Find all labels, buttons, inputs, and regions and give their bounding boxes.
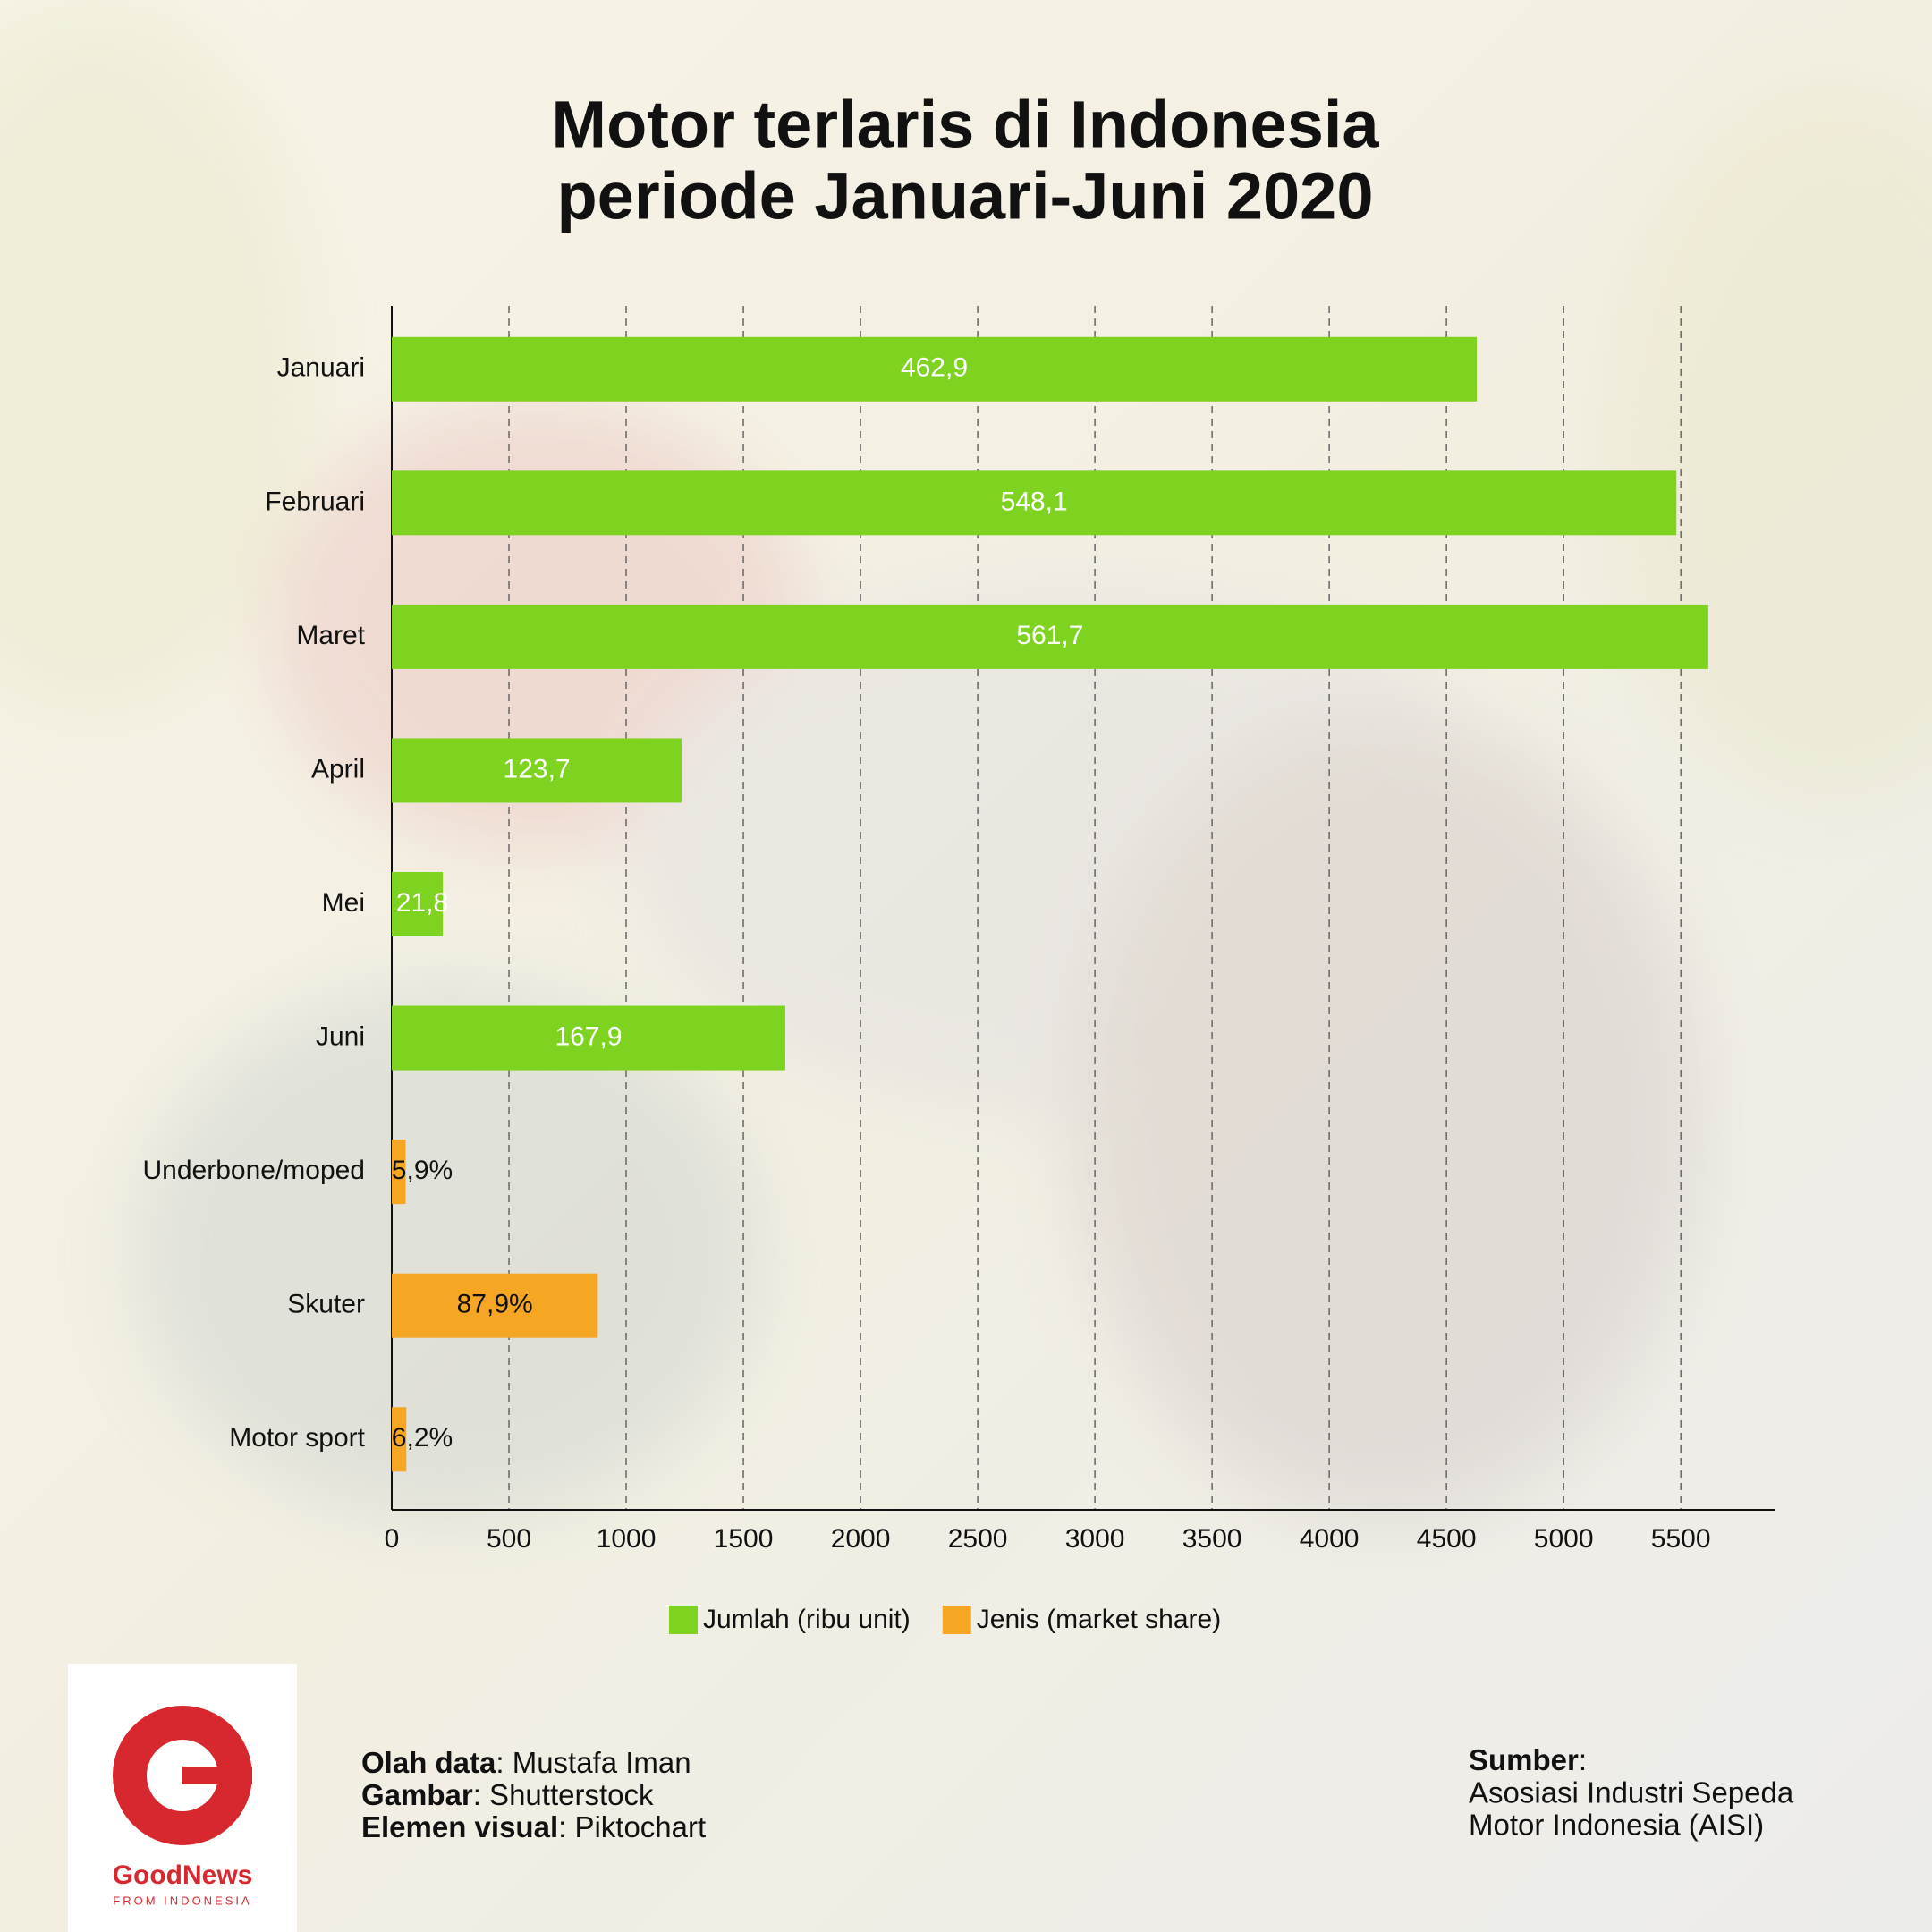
bar: [392, 1140, 406, 1205]
y-tick-label: Motor sport: [229, 1423, 365, 1453]
logo-tagline: FROM INDONESIA: [113, 1894, 251, 1907]
x-tick-label: 5000: [1534, 1524, 1594, 1554]
y-tick-label: Januari: [277, 353, 365, 383]
credit: Elemen visual: Piktochart: [361, 1810, 706, 1843]
logo-name: GoodNews: [113, 1860, 253, 1890]
y-tick-label: Skuter: [287, 1290, 365, 1319]
source-line: Asosiasi Industri Sepeda: [1469, 1776, 1794, 1809]
credit-label: Gambar: [361, 1778, 473, 1811]
logo-emblem: [182, 1767, 252, 1784]
data-label: 561,7: [1016, 621, 1083, 650]
credit: Olah data: Mustafa Iman: [361, 1746, 691, 1779]
credit-value: : Mustafa Iman: [496, 1746, 691, 1779]
bar: [392, 1273, 598, 1338]
source-line: Motor Indonesia (AISI): [1469, 1809, 1764, 1842]
y-tick-label: Februari: [265, 487, 365, 516]
data-label: 87,9%: [457, 1290, 533, 1319]
data-label: 21,8: [396, 888, 448, 918]
data-label: 167,9: [555, 1021, 622, 1051]
credit-value: : Piktochart: [558, 1810, 706, 1843]
x-tick-label: 1000: [597, 1524, 657, 1554]
credit: Gambar: Shutterstock: [361, 1778, 654, 1811]
bar: [392, 336, 1477, 402]
credit-label: Olah data: [361, 1746, 496, 1779]
x-tick-label: 4500: [1417, 1524, 1477, 1554]
credit-label: Elemen visual: [361, 1810, 558, 1843]
x-tick-label: 2500: [948, 1524, 1008, 1554]
bar: [392, 872, 444, 936]
logo: GoodNews FROM INDONESIA: [68, 1664, 297, 1932]
legend-swatch: [669, 1606, 698, 1634]
x-tick-label: 3000: [1065, 1524, 1125, 1554]
data-label: 123,7: [504, 754, 571, 784]
x-tick-label: 1500: [714, 1524, 774, 1554]
credit-value: : Shutterstock: [473, 1778, 654, 1811]
y-tick-label: April: [311, 754, 365, 784]
y-tick-label: Juni: [316, 1021, 365, 1051]
source-label: Sumber: [1469, 1743, 1579, 1776]
chart-title: Motor terlaris di Indonesia: [551, 88, 1379, 162]
source-colon: :: [1579, 1743, 1587, 1776]
data-label: 548,1: [1001, 487, 1068, 516]
chart-title: periode Januari-Juni 2020: [556, 159, 1373, 233]
legend-label: Jumlah (ribu unit): [703, 1605, 911, 1634]
bar: [392, 604, 1708, 669]
x-tick-label: 500: [487, 1524, 531, 1554]
x-tick-label: 4000: [1300, 1524, 1360, 1554]
x-tick-label: 5500: [1651, 1524, 1711, 1554]
data-label: 5,9%: [392, 1156, 453, 1185]
bar: [392, 1407, 407, 1472]
x-tick-label: 0: [385, 1524, 400, 1554]
y-tick-label: Maret: [296, 621, 365, 650]
bar: [392, 470, 1677, 536]
x-tick-label: 3500: [1182, 1524, 1242, 1554]
y-tick-label: Mei: [322, 888, 365, 918]
legend-swatch: [942, 1606, 971, 1634]
legend-label: Jenis (market share): [977, 1605, 1221, 1634]
data-label: 462,9: [901, 353, 968, 383]
source-heading: Sumber:: [1469, 1743, 1587, 1776]
bar: [392, 738, 682, 803]
bar: [392, 1005, 785, 1071]
data-label: 6,2%: [392, 1423, 453, 1453]
x-tick-label: 2000: [831, 1524, 891, 1554]
y-tick-label: Underbone/moped: [142, 1156, 365, 1185]
